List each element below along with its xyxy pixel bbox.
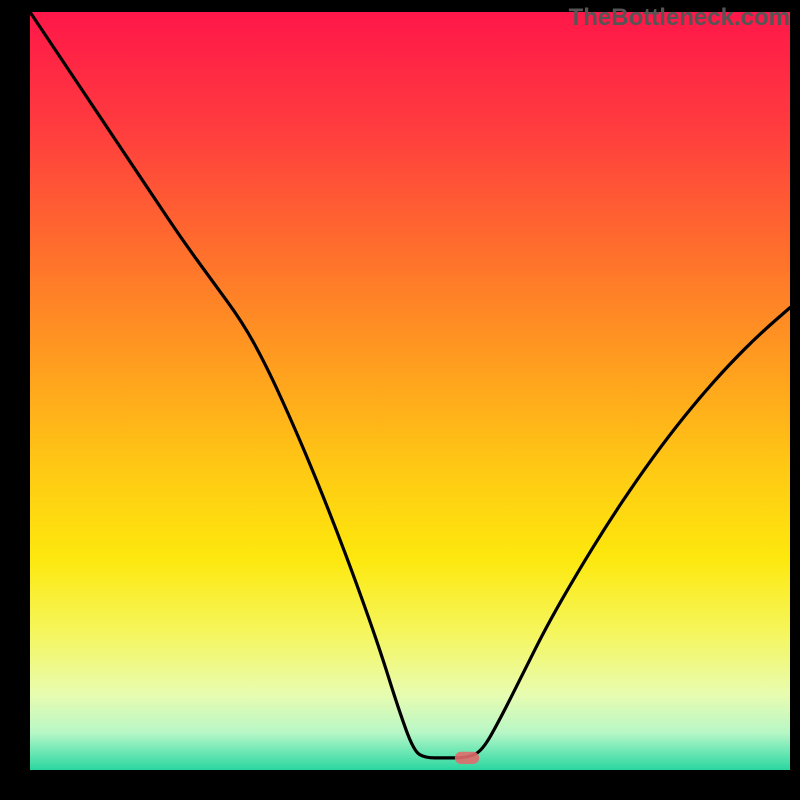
watermark-text: TheBottleneck.com (569, 4, 790, 32)
bottleneck-chart: TheBottleneck.com (0, 0, 800, 800)
gradient-background (30, 12, 790, 770)
optimal-marker (455, 752, 479, 764)
chart-canvas (0, 0, 800, 800)
